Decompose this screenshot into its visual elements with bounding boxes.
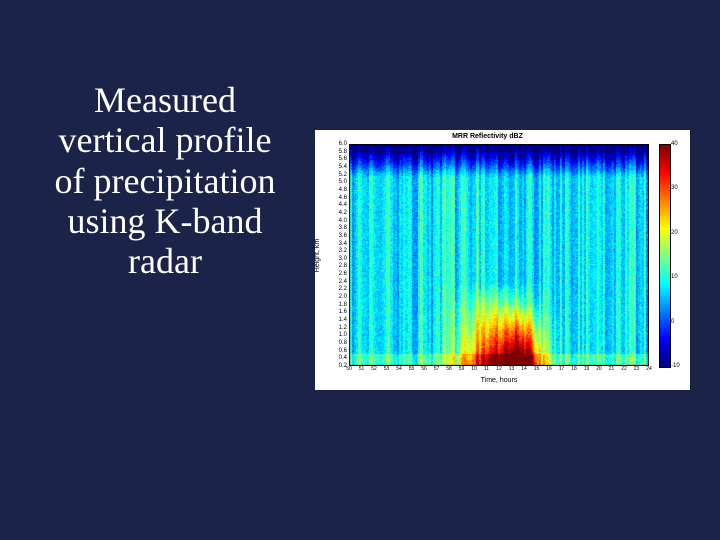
y-tick: 1.2 [339, 325, 347, 331]
x-tick: 16 [546, 366, 552, 372]
y-tick: 2.2 [339, 286, 347, 292]
x-tick: 53 [384, 366, 390, 372]
y-tick: 4.6 [339, 195, 347, 201]
colorbar-tick: -10 [671, 363, 680, 369]
x-tick: 56 [421, 366, 427, 372]
y-tick: 5.0 [339, 179, 347, 185]
slide-root: Measured vertical profile of precipitati… [0, 0, 720, 540]
x-tick: 17 [559, 366, 565, 372]
y-tick: 4.0 [339, 218, 347, 224]
x-tick: 18 [571, 366, 577, 372]
y-tick: 1.4 [339, 317, 347, 323]
y-tick: 2.4 [339, 279, 347, 285]
x-tick: 54 [396, 366, 402, 372]
x-tick: 50 [346, 366, 352, 372]
y-tick: 5.2 [339, 172, 347, 178]
y-tick: 2.6 [339, 271, 347, 277]
x-tick: 14 [521, 366, 527, 372]
x-tick: 57 [434, 366, 440, 372]
y-tick: 2.0 [339, 294, 347, 300]
y-tick: 2.8 [339, 263, 347, 269]
y-tick: 0.6 [339, 348, 347, 354]
y-tick: 6.0 [339, 141, 347, 147]
y-tick: 5.4 [339, 164, 347, 170]
y-tick: 3.2 [339, 248, 347, 254]
x-tick: 58 [446, 366, 452, 372]
colorbar-tick: 0 [671, 319, 674, 325]
x-tick: 55 [409, 366, 415, 372]
x-tick: 20 [596, 366, 602, 372]
y-tick: 3.4 [339, 241, 347, 247]
figure-title: MRR Reflectivity dBZ [315, 133, 660, 140]
x-tick: 19 [584, 366, 590, 372]
colorbar-tick: 30 [671, 185, 678, 191]
x-tick: 13 [509, 366, 515, 372]
y-tick: 5.6 [339, 156, 347, 162]
x-tick: 12 [496, 366, 502, 372]
y-tick: 1.0 [339, 332, 347, 338]
x-tick: 10 [471, 366, 477, 372]
colorbar-ticks: 40 30 20 10 0 -10 [671, 144, 689, 366]
y-tick: 1.8 [339, 302, 347, 308]
x-tick: 11 [484, 366, 489, 372]
y-tick: 0.4 [339, 355, 347, 361]
x-tick: 52 [371, 366, 377, 372]
x-tick: 51 [359, 366, 365, 372]
y-tick: 1.6 [339, 309, 347, 315]
y-tick: 0.8 [339, 340, 347, 346]
y-axis: 0.20.40.60.81.01.21.41.61.82.02.22.42.62… [315, 144, 349, 366]
x-tick: 23 [634, 366, 640, 372]
y-tick: 4.4 [339, 202, 347, 208]
x-tick: 59 [459, 366, 465, 372]
y-tick: 5.8 [339, 149, 347, 155]
figure-panel: MRR Reflectivity dBZ Height, km 0.20.40.… [315, 130, 690, 390]
x-tick: 21 [609, 366, 615, 372]
colorbar-canvas [659, 144, 671, 368]
y-tick: 3.6 [339, 233, 347, 239]
y-tick: 3.0 [339, 256, 347, 262]
y-tick: 4.8 [339, 187, 347, 193]
y-tick: 3.8 [339, 225, 347, 231]
x-tick: 15 [534, 366, 540, 372]
heatmap-canvas [349, 144, 649, 366]
x-tick: 22 [621, 366, 627, 372]
x-axis-label: Time, hours [349, 377, 649, 384]
y-tick: 4.2 [339, 210, 347, 216]
colorbar-tick: 40 [671, 141, 678, 147]
x-tick: 24 [646, 366, 652, 372]
colorbar-tick: 20 [671, 230, 678, 236]
colorbar-tick: 10 [671, 274, 678, 280]
slide-title: Measured vertical profile of precipitati… [50, 80, 280, 282]
